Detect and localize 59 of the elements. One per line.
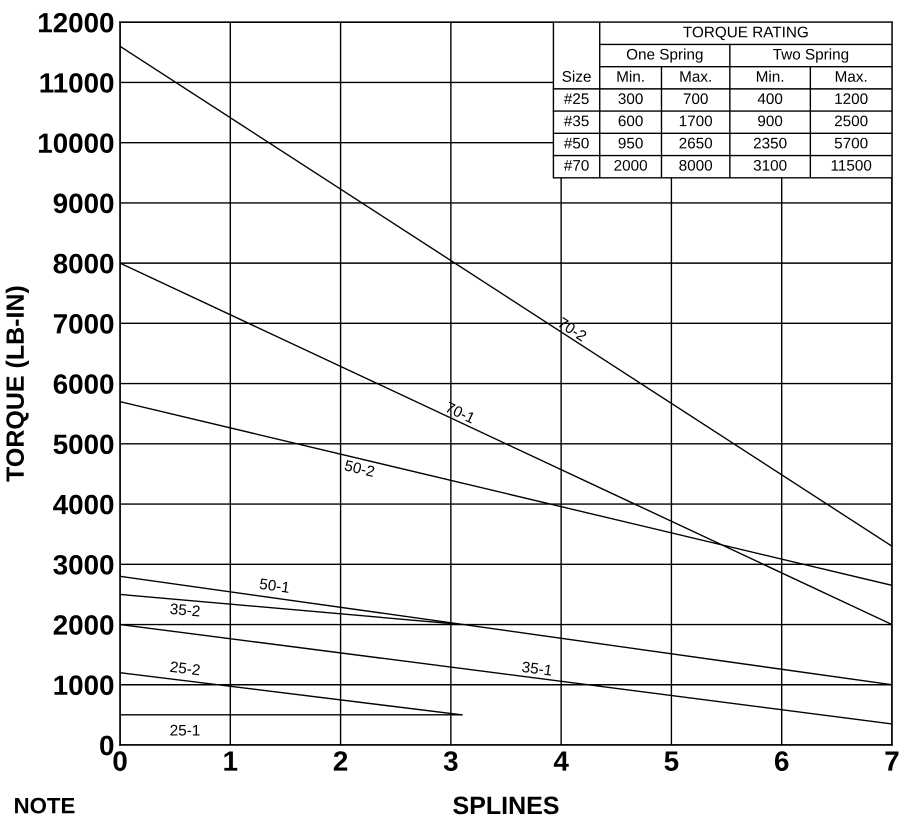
annotation: 11500	[832, 160, 872, 171]
annotation: 2000	[614, 160, 648, 171]
text: 50-2	[344, 460, 376, 478]
annotation: Min.	[617, 70, 644, 82]
x-tick-label: 0	[113, 751, 127, 771]
text: 50-1	[259, 578, 290, 593]
annotation: Size	[562, 70, 591, 82]
annotation: 900	[758, 115, 782, 126]
annotation: Min.	[756, 70, 784, 82]
y-tick-label: 6000	[54, 374, 114, 394]
annotation: 400	[758, 93, 782, 104]
annotation: One Spring	[626, 48, 702, 63]
x-tick-label: 2	[334, 751, 348, 771]
text: 35-2	[170, 603, 200, 617]
y-tick-label: 10000	[39, 133, 114, 153]
y-tick-label: 3000	[53, 554, 114, 575]
y-tick-label: 11000	[40, 73, 114, 93]
annotation: 300	[618, 93, 643, 104]
x-tick-label: 4	[554, 752, 569, 771]
x-tick-label: 1	[224, 752, 238, 771]
annotation: 600	[618, 115, 643, 126]
text: 35-1	[522, 661, 552, 676]
x-tick-label: 7	[885, 752, 898, 771]
y-tick-label: 5000	[54, 434, 114, 454]
annotation: 700	[684, 93, 708, 104]
annotation: #25	[564, 93, 589, 104]
annotation: #70	[564, 160, 589, 171]
y-tick-label: 1000	[54, 675, 114, 696]
y-axis-title: TORQUE (LB-IN)	[6, 286, 29, 482]
annotation: 2350	[754, 138, 787, 149]
y-tick-label: 4000	[53, 494, 114, 514]
y-tick-label: 12000	[39, 12, 114, 33]
annotation: 8000	[679, 160, 712, 171]
annotation: 1200	[835, 93, 868, 104]
annotation: #50	[564, 138, 589, 149]
annotation: 1700	[680, 115, 712, 126]
text: NOTE	[15, 798, 74, 814]
x-axis-title: SPLINES	[453, 796, 559, 814]
annotation: #35	[564, 115, 589, 126]
x-tick-label: 6	[774, 751, 788, 771]
y-tick-label: 8000	[54, 254, 114, 274]
annotation: TORQUE RATING	[683, 26, 808, 40]
annotation: Max.	[680, 71, 711, 82]
annotation: Max.	[836, 71, 866, 82]
annotation: Two Spring	[773, 48, 848, 63]
y-tick-label: 2000	[54, 615, 114, 635]
y-tick-label: 9000	[54, 194, 114, 214]
y-tick-label: 0	[100, 736, 114, 756]
x-tick-label: 5	[664, 752, 678, 771]
y-tick-label: 7000	[54, 314, 114, 334]
text: 70-1	[444, 402, 476, 424]
x-tick-label: 3	[444, 751, 458, 771]
annotation: 3100	[754, 160, 787, 171]
text: 25-2	[170, 661, 200, 676]
annotation: 2650	[679, 138, 712, 149]
annotation: 2500	[834, 115, 868, 126]
series-label: 25-1	[170, 724, 200, 736]
annotation: 5700	[834, 138, 868, 149]
annotation: 950	[618, 138, 643, 149]
